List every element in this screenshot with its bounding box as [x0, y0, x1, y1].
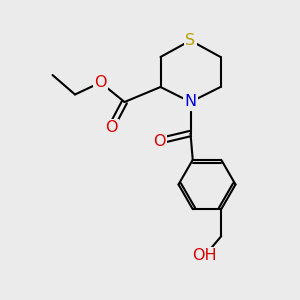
Text: OH: OH: [192, 248, 217, 263]
Text: O: O: [94, 75, 107, 90]
Text: O: O: [153, 134, 165, 148]
Text: O: O: [105, 120, 117, 135]
Text: S: S: [185, 33, 196, 48]
Text: N: N: [184, 94, 196, 110]
